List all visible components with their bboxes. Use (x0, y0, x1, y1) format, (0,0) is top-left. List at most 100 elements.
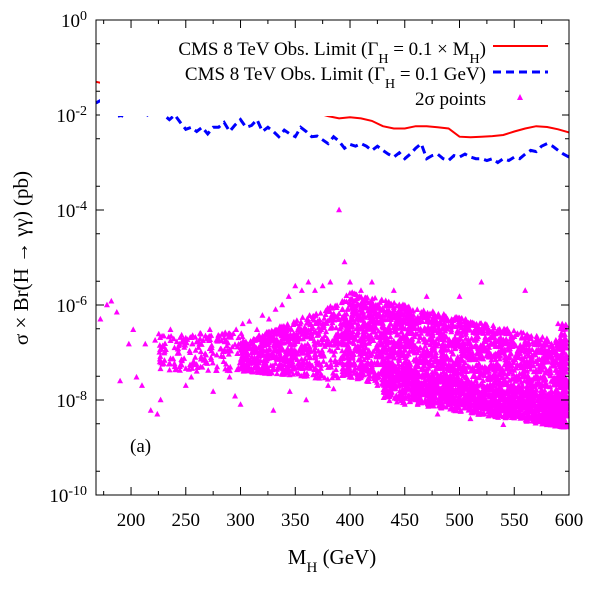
dense-band-point (412, 356, 419, 363)
dense-band-point (437, 375, 444, 382)
dense-band-point (449, 397, 456, 404)
dense-band-point (549, 399, 556, 406)
dense-band-point (377, 330, 384, 337)
dense-band-point (365, 360, 372, 367)
dense-band-point (349, 354, 356, 361)
legend-background (100, 30, 562, 116)
y-tick-label: 10-2 (56, 104, 87, 128)
dense-band-point (157, 353, 164, 359)
dense-band-point (349, 339, 356, 345)
dense-band-point (329, 374, 336, 381)
dense-band-point (454, 360, 461, 367)
dense-band-point (417, 352, 424, 359)
dense-band-point (358, 362, 365, 368)
scatter-point (147, 407, 154, 413)
dense-band-point (383, 390, 390, 397)
y-axis-label: σ × Br(H → γγ) (pb) (9, 171, 33, 345)
scatter-point (325, 382, 332, 388)
dense-band-point (288, 353, 295, 360)
dense-band-point (487, 334, 494, 340)
dense-band-point (350, 350, 357, 357)
dense-band-point (480, 377, 487, 383)
dense-band-point (357, 350, 364, 356)
dense-band-point (429, 395, 436, 402)
scatter-point (206, 326, 213, 333)
dense-band-point (432, 394, 439, 401)
dense-band-point (351, 366, 358, 373)
scatter-layer (97, 206, 570, 430)
dense-band-point (453, 356, 460, 363)
dense-band-point (305, 345, 312, 352)
dense-band-point (279, 371, 286, 377)
dense-band-point (406, 309, 413, 315)
dense-band-point (361, 336, 368, 342)
dense-band-point (321, 374, 328, 381)
dense-band-point (545, 367, 552, 374)
scatter-point (459, 357, 466, 364)
dense-band-point (410, 344, 417, 350)
dense-band-point (477, 344, 484, 351)
scatter-point (434, 410, 441, 417)
dense-band-point (409, 377, 416, 384)
dense-band-point (559, 326, 566, 333)
dense-band-point (263, 369, 270, 375)
dense-band-point (558, 417, 565, 423)
scatter-point (382, 336, 389, 343)
dense-band-point (343, 316, 350, 323)
dense-band-point (218, 352, 225, 359)
dense-band-point (473, 335, 480, 342)
dense-band-point (469, 364, 476, 370)
dense-band-point (522, 362, 529, 369)
dense-band-point (563, 336, 570, 343)
dense-band-point (358, 359, 365, 365)
dense-band-point (158, 345, 165, 352)
scatter-point (327, 278, 334, 285)
dense-band-point (548, 391, 555, 397)
dense-band-point (170, 335, 177, 342)
dense-band-point (402, 353, 409, 360)
dense-band-point (392, 385, 399, 391)
dense-band-point (272, 360, 279, 366)
dense-band-point (464, 348, 471, 354)
dense-band-point (486, 410, 493, 417)
dense-band-point (391, 299, 398, 306)
dense-band-point (496, 355, 503, 362)
dense-band-point (333, 304, 340, 310)
dense-band-point (456, 401, 463, 407)
dense-band-point (234, 343, 241, 350)
dense-band-point (496, 325, 503, 332)
dense-band-point (263, 329, 270, 335)
dense-band-point (166, 366, 173, 373)
dense-band-point (560, 423, 567, 430)
dense-band-point (482, 367, 489, 374)
dense-band-point (492, 398, 499, 405)
scatter-point (360, 308, 367, 315)
scatter-point (559, 371, 566, 377)
dense-band-point (547, 372, 554, 379)
dense-band-point (193, 361, 200, 367)
dense-band-point (415, 363, 422, 369)
dense-band-point (271, 342, 278, 348)
scatter-point (347, 373, 354, 380)
scatter-point (171, 363, 178, 369)
scatter-point (552, 386, 559, 393)
dense-band-point (387, 385, 394, 392)
dense-band-point (522, 333, 529, 339)
scatter-point (276, 323, 283, 329)
dense-band-point (471, 409, 478, 415)
dense-band-point (465, 337, 472, 344)
dense-band-point (478, 320, 485, 326)
dense-band-point (189, 332, 196, 338)
dense-band-point (450, 389, 457, 396)
dense-band-point (469, 393, 476, 400)
dense-band-point (398, 381, 405, 388)
dense-band-point (510, 327, 517, 334)
dense-band-point (400, 370, 407, 376)
scatter-point (347, 278, 354, 285)
dense-band-point (224, 347, 231, 354)
dense-band-point (520, 329, 527, 336)
dense-band-point (555, 389, 562, 396)
scatter-point (182, 334, 189, 341)
dense-band-point (527, 360, 534, 366)
dense-band-point (465, 351, 472, 358)
